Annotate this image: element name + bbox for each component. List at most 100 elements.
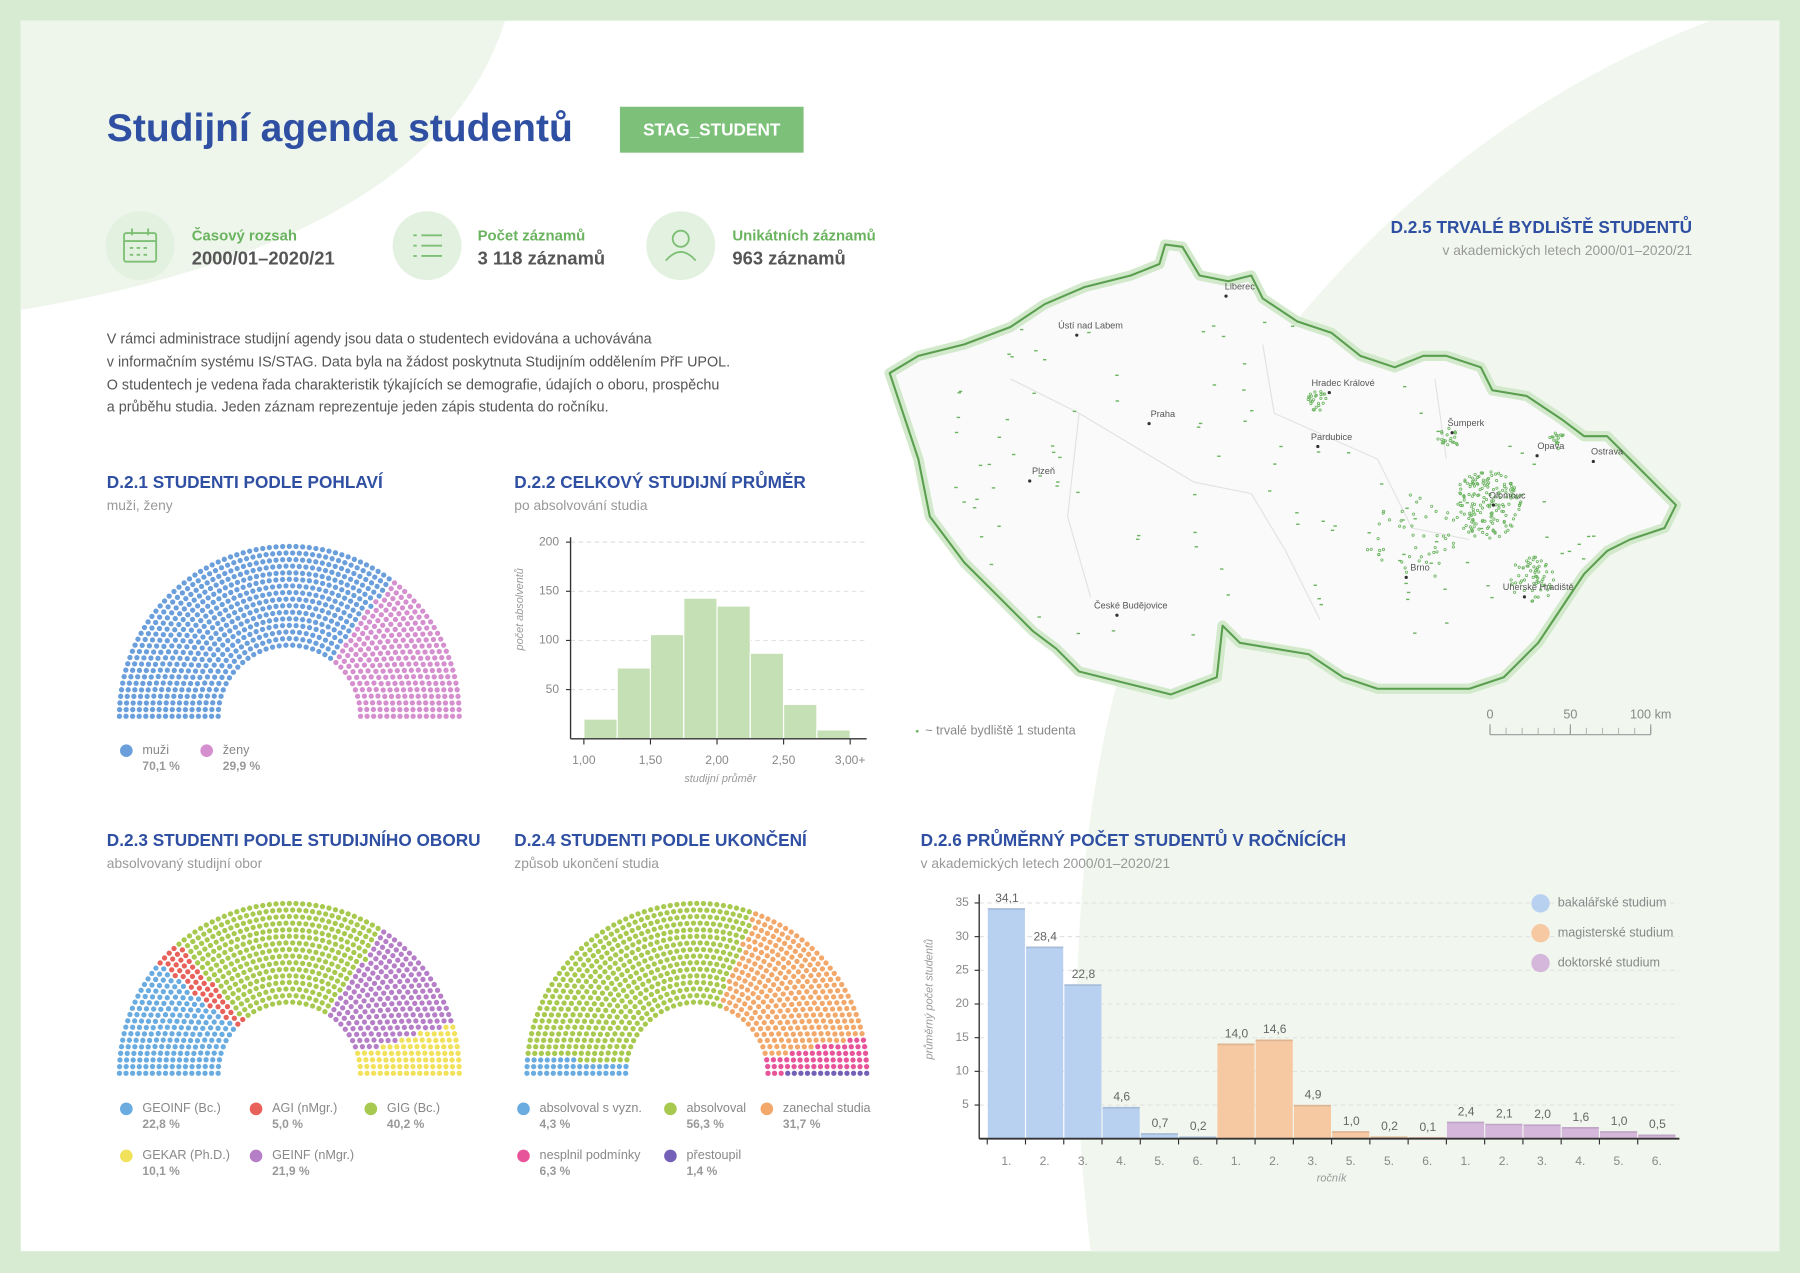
dot xyxy=(624,968,630,974)
bar xyxy=(1523,1125,1561,1139)
x-axis-label: ročník xyxy=(1317,1173,1347,1185)
legend-value: 31,7 % xyxy=(783,1117,821,1131)
dot xyxy=(397,1063,403,1070)
dot xyxy=(191,954,197,960)
dot xyxy=(753,985,760,991)
dot xyxy=(607,1025,613,1032)
dot xyxy=(200,634,206,640)
dot xyxy=(654,967,661,973)
dot xyxy=(711,988,717,994)
dot xyxy=(276,920,283,927)
dot xyxy=(783,1031,789,1038)
dot xyxy=(242,649,248,656)
map-dot xyxy=(1072,410,1077,413)
dot xyxy=(346,1032,352,1038)
dot xyxy=(149,713,155,719)
dot xyxy=(664,1005,670,1012)
dot xyxy=(547,999,553,1006)
dot xyxy=(204,580,210,586)
dot xyxy=(129,1005,136,1011)
dot xyxy=(853,1011,859,1018)
dot xyxy=(807,1006,813,1012)
dot xyxy=(735,1012,741,1018)
dot xyxy=(234,587,240,593)
dot xyxy=(230,999,236,1005)
map-dot xyxy=(1535,566,1540,570)
dot xyxy=(222,592,228,599)
dot xyxy=(357,953,363,959)
dot xyxy=(203,700,209,706)
dot xyxy=(434,987,441,993)
map-dot xyxy=(1468,485,1472,489)
map-dot xyxy=(1010,356,1014,358)
dot xyxy=(226,1032,233,1038)
map-dot xyxy=(1518,581,1522,585)
dot xyxy=(743,949,749,956)
dot xyxy=(197,1031,203,1038)
dot xyxy=(797,1057,803,1063)
map-dot xyxy=(1497,506,1501,510)
map-dot xyxy=(1473,534,1477,538)
dot xyxy=(390,952,396,959)
dot xyxy=(200,599,206,605)
dot xyxy=(169,713,175,719)
dot xyxy=(240,563,247,570)
dot xyxy=(677,908,683,914)
dot xyxy=(361,641,367,647)
dot xyxy=(357,706,363,713)
dot xyxy=(571,1057,577,1063)
map-dot xyxy=(1458,501,1463,503)
dot xyxy=(390,595,396,602)
dot xyxy=(247,575,253,581)
bar xyxy=(1140,1133,1178,1139)
dot xyxy=(319,607,325,614)
dot xyxy=(846,1012,852,1018)
dot xyxy=(319,986,326,992)
dot xyxy=(199,1043,206,1050)
dot xyxy=(180,626,187,633)
dot xyxy=(316,957,322,963)
dot xyxy=(835,1044,841,1050)
dot xyxy=(733,981,739,987)
dot xyxy=(694,913,700,920)
dot xyxy=(211,1009,217,1015)
map-dot xyxy=(1567,550,1572,553)
map-dot xyxy=(958,390,963,393)
dot xyxy=(300,623,306,630)
dot xyxy=(442,700,449,706)
dot xyxy=(137,693,144,700)
dot xyxy=(326,953,332,959)
dot xyxy=(296,907,302,913)
dot xyxy=(344,604,350,610)
x-tick-label: 2,50 xyxy=(772,753,796,767)
map-dot xyxy=(1513,590,1517,594)
map-dot xyxy=(1478,503,1482,507)
dot xyxy=(216,1037,222,1044)
map-dot xyxy=(1497,534,1501,538)
dot xyxy=(368,580,375,586)
dot xyxy=(798,1063,804,1070)
dot xyxy=(335,914,342,921)
dot xyxy=(222,927,228,934)
dot xyxy=(190,674,196,680)
dot xyxy=(423,1057,429,1063)
dot xyxy=(197,925,204,932)
dot xyxy=(345,568,351,574)
dot xyxy=(604,1057,610,1063)
map-dot xyxy=(1541,577,1545,581)
map-dot xyxy=(1473,512,1477,516)
dot xyxy=(717,922,723,928)
dot xyxy=(629,927,635,934)
dot xyxy=(219,1031,225,1038)
dot xyxy=(123,713,129,719)
dot xyxy=(398,594,404,600)
city-label: Praha xyxy=(1151,409,1176,419)
dot xyxy=(196,985,203,991)
map-dot xyxy=(979,536,984,538)
dot xyxy=(690,907,697,913)
dot xyxy=(827,1037,833,1043)
dot xyxy=(152,1043,158,1050)
dot xyxy=(697,920,703,926)
map-dot xyxy=(1556,441,1560,444)
